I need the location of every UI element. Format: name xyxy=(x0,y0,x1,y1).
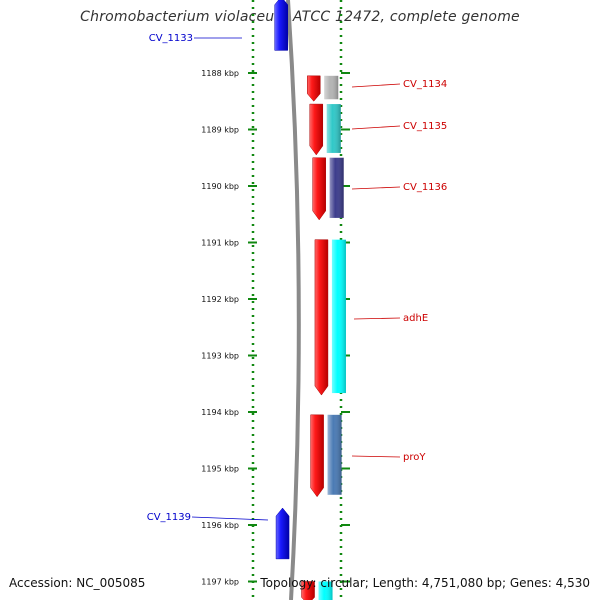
forward-gene-arrow[interactable] xyxy=(309,103,324,156)
ruler-tick-label: 1190 kbp xyxy=(201,182,239,191)
gene-label[interactable]: CV_1134 xyxy=(403,79,447,90)
ruler-tick-label: 1197 kbp xyxy=(201,578,239,587)
ruler-ticks: 1188 kbp 1189 kbp 1190 kbp 1191 kbp 1192 kbp… xyxy=(201,69,350,587)
gene-label-leader xyxy=(351,125,401,130)
ruler-tick-label: 1195 kbp xyxy=(201,465,239,474)
forward-gene-arrow[interactable] xyxy=(312,157,326,221)
cog-bar-shading xyxy=(331,239,346,394)
map-title: Chromobacterium violaceum ATCC 12472, co… xyxy=(80,9,520,25)
forward-gene-arrow[interactable] xyxy=(310,414,324,498)
gene-label[interactable]: CV_1136 xyxy=(403,182,447,193)
ruler-guides xyxy=(251,0,343,600)
gene-label-leader xyxy=(351,83,401,88)
gene-track xyxy=(274,0,346,600)
ruler-tick-label: 1192 kbp xyxy=(201,295,239,304)
genome-summary: Topology: circular; Length: 4,751,080 bp… xyxy=(260,576,590,590)
forward-gene-arrow[interactable] xyxy=(314,239,329,396)
gene-label[interactable]: CV_1135 xyxy=(403,121,447,132)
gene-labels: CV_1133 CV_1134 CV_1135 CV_1136 adhE proY CV_1… xyxy=(147,33,448,523)
gene-label[interactable]: CV_1139 xyxy=(147,512,191,523)
cog-bar-shading xyxy=(324,75,339,100)
reverse-gene-arrow[interactable] xyxy=(275,507,290,560)
ruler-tick-label: 1193 kbp xyxy=(201,352,239,361)
ruler-tick-label: 1191 kbp xyxy=(201,239,239,248)
cog-bar-shading xyxy=(318,581,333,600)
gene-label-leader xyxy=(191,516,269,521)
gene-label-leader xyxy=(353,317,401,320)
reverse-gene-arrow[interactable] xyxy=(274,0,288,51)
accession-label: Accession: NC_005085 xyxy=(9,576,146,590)
gene-label[interactable]: CV_1133 xyxy=(149,33,193,44)
ruler-tick-label: 1196 kbp xyxy=(201,521,239,530)
forward-gene-arrow[interactable] xyxy=(301,581,315,600)
ruler-tick-label: 1188 kbp xyxy=(201,69,239,78)
genome-backbone xyxy=(286,0,301,600)
gene-label-leader xyxy=(351,455,401,458)
cog-bar-shading xyxy=(329,157,344,218)
ruler-tick-label: 1194 kbp xyxy=(201,408,239,417)
ruler-tick-label: 1189 kbp xyxy=(201,126,239,135)
gene-label[interactable]: adhE xyxy=(403,313,428,324)
cog-bar-shading xyxy=(327,414,342,495)
gene-label-leader xyxy=(351,186,401,190)
forward-gene-arrow[interactable] xyxy=(307,75,321,102)
cog-bar-shading xyxy=(326,104,341,153)
gene-label[interactable]: proY xyxy=(403,452,426,463)
